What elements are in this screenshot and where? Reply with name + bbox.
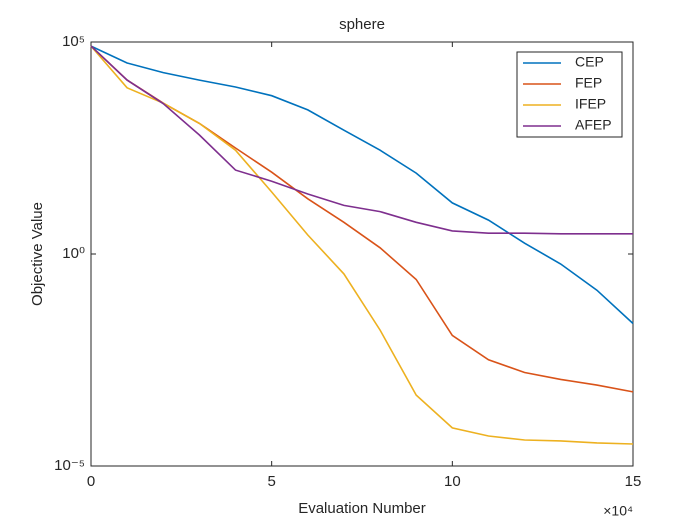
x-multiplier: ×10⁴ — [603, 503, 633, 519]
chart-title: sphere — [339, 16, 385, 33]
y-tick-label: 10⁵ — [62, 33, 85, 50]
x-axis-label: Evaluation Number — [298, 500, 426, 517]
x-tick-label: 10 — [444, 473, 461, 490]
legend-label: FEP — [575, 75, 602, 91]
y-tick-label: 10⁻⁵ — [54, 457, 85, 474]
data-line — [90, 45, 634, 445]
data-line — [90, 45, 633, 235]
y-axis-label: Objective Value — [29, 202, 46, 306]
y-tick-label: 10⁰ — [62, 245, 85, 262]
legend-box — [516, 51, 623, 138]
x-tick-label: 5 — [267, 473, 275, 490]
legend-label: IFEP — [575, 96, 606, 112]
data-line — [90, 45, 634, 325]
legend: CEP FEP IFEP AFEP — [516, 51, 623, 138]
x-tick-label: 0 — [87, 473, 95, 490]
legend-label: CEP — [575, 54, 604, 70]
legend-label: AFEP — [575, 117, 612, 133]
x-tick-label: 15 — [625, 473, 642, 490]
